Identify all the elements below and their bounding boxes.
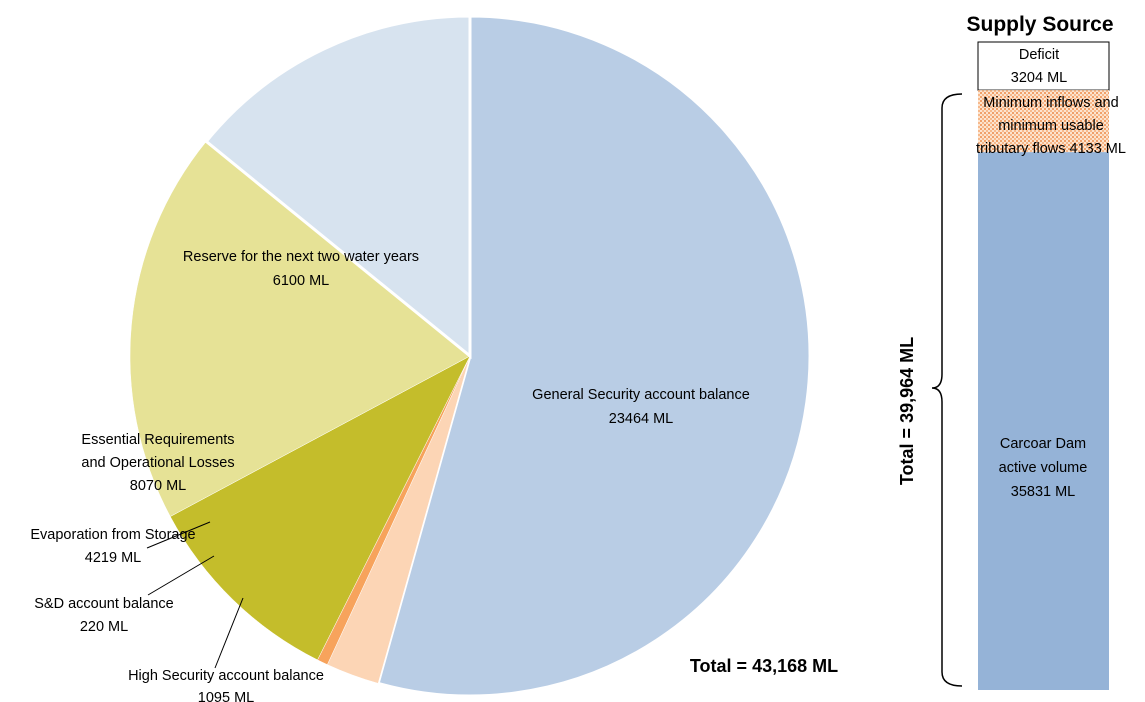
label-essential-line2: and Operational Losses bbox=[81, 455, 234, 471]
bar-segment-deficit bbox=[977, 41, 1110, 91]
label-reserve-name: Reserve for the next two water years bbox=[183, 249, 419, 265]
label-evaporation-name: Evaporation from Storage bbox=[30, 527, 195, 543]
bar-chart-title: Supply Source bbox=[966, 13, 1113, 36]
pie-chart bbox=[129, 14, 812, 698]
pie-slice-reserve bbox=[204, 14, 472, 360]
pie-total-label: Total = 43,168 ML bbox=[690, 656, 838, 676]
bar-label-inflows-line2: minimum usable bbox=[998, 118, 1104, 134]
label-reserve-value: 6100 ML bbox=[273, 273, 329, 289]
bar-label-dam-line2: active volume bbox=[999, 460, 1088, 476]
total-brace bbox=[931, 93, 963, 687]
leader-line-high-security bbox=[214, 597, 244, 669]
label-general-security-name: General Security account balance bbox=[532, 387, 750, 403]
pie-slice-essential-requirements bbox=[129, 141, 471, 517]
label-essential-line1: Essential Requirements bbox=[81, 432, 234, 448]
bar-label-dam-line3: 35831 ML bbox=[1011, 484, 1076, 500]
label-general-security-value: 23464 ML bbox=[609, 411, 674, 427]
label-evaporation-value: 4219 ML bbox=[85, 550, 141, 566]
leader-line-evaporation bbox=[146, 521, 211, 549]
bar-label-inflows-line1: Minimum inflows and bbox=[983, 95, 1118, 111]
bar-segment-carcoar-dam bbox=[978, 152, 1109, 690]
label-sd-account-value: 220 ML bbox=[80, 619, 128, 635]
label-high-security-name: High Security account balance bbox=[128, 668, 324, 684]
leader-line-sd-account bbox=[147, 555, 215, 596]
label-high-security-value: 1095 ML bbox=[198, 690, 254, 702]
bar-total-label: Total = 39,964 ML bbox=[897, 337, 917, 485]
bar-label-inflows-line3: tributary flows 4133 ML bbox=[976, 141, 1126, 157]
bar-label-deficit-line2: 3204 ML bbox=[1011, 70, 1067, 86]
bar-label-dam-line1: Carcoar Dam bbox=[1000, 436, 1086, 452]
pie-slice-general-security bbox=[376, 14, 812, 698]
label-sd-account-name: S&D account balance bbox=[34, 596, 173, 612]
bar-segment-minimum-inflows bbox=[978, 90, 1109, 153]
bar-label-deficit-line1: Deficit bbox=[1019, 47, 1059, 63]
pie-slice-evaporation bbox=[169, 355, 471, 661]
label-essential-value: 8070 ML bbox=[130, 478, 186, 494]
